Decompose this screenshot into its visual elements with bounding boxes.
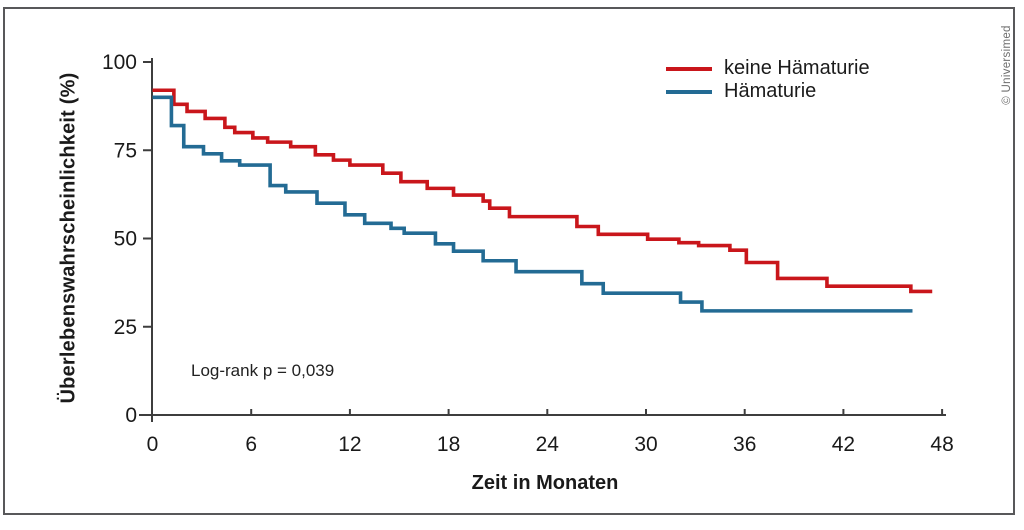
x-axis-title: Zeit in Monaten bbox=[471, 472, 619, 494]
x-tick-label-42: 42 bbox=[832, 433, 855, 456]
x-tick-label-18: 18 bbox=[437, 433, 460, 456]
x-tick-label-12: 12 bbox=[338, 433, 361, 456]
copyright-credit: © Universimed bbox=[1001, 25, 1013, 105]
x-tick-label-6: 6 bbox=[245, 433, 257, 456]
log-rank-annotation: Log-rank p = 0,039 bbox=[191, 361, 335, 380]
y-tick-label-75: 75 bbox=[114, 139, 137, 162]
legend-label-haematurie: Hämaturie bbox=[724, 80, 817, 102]
y-tick-label-100: 100 bbox=[102, 51, 137, 74]
y-tick-label-0: 0 bbox=[125, 404, 137, 427]
legend-item-keine-haematurie: keine Hämaturie bbox=[666, 57, 870, 80]
y-tick-label-25: 25 bbox=[114, 316, 137, 339]
x-tick-label-0: 0 bbox=[147, 433, 159, 456]
x-tick-label-30: 30 bbox=[634, 433, 657, 456]
y-tick-label-50: 50 bbox=[114, 228, 137, 251]
series-line-haematurie bbox=[152, 95, 913, 313]
legend: keine Hämaturie Hämaturie bbox=[666, 57, 870, 103]
legend-line-swatch-red bbox=[666, 66, 712, 71]
legend-item-haematurie: Hämaturie bbox=[666, 80, 870, 103]
series-line-keine-haematurie bbox=[152, 88, 933, 294]
x-tick-label-36: 36 bbox=[733, 433, 756, 456]
legend-line-swatch-blue bbox=[666, 89, 712, 94]
x-tick-label-48: 48 bbox=[930, 433, 953, 456]
legend-label-keine-haematurie: keine Hämaturie bbox=[724, 57, 870, 79]
y-axis-title: Überlebenswahrscheinlichkeit (%) bbox=[57, 72, 80, 404]
x-tick-label-24: 24 bbox=[536, 433, 560, 456]
